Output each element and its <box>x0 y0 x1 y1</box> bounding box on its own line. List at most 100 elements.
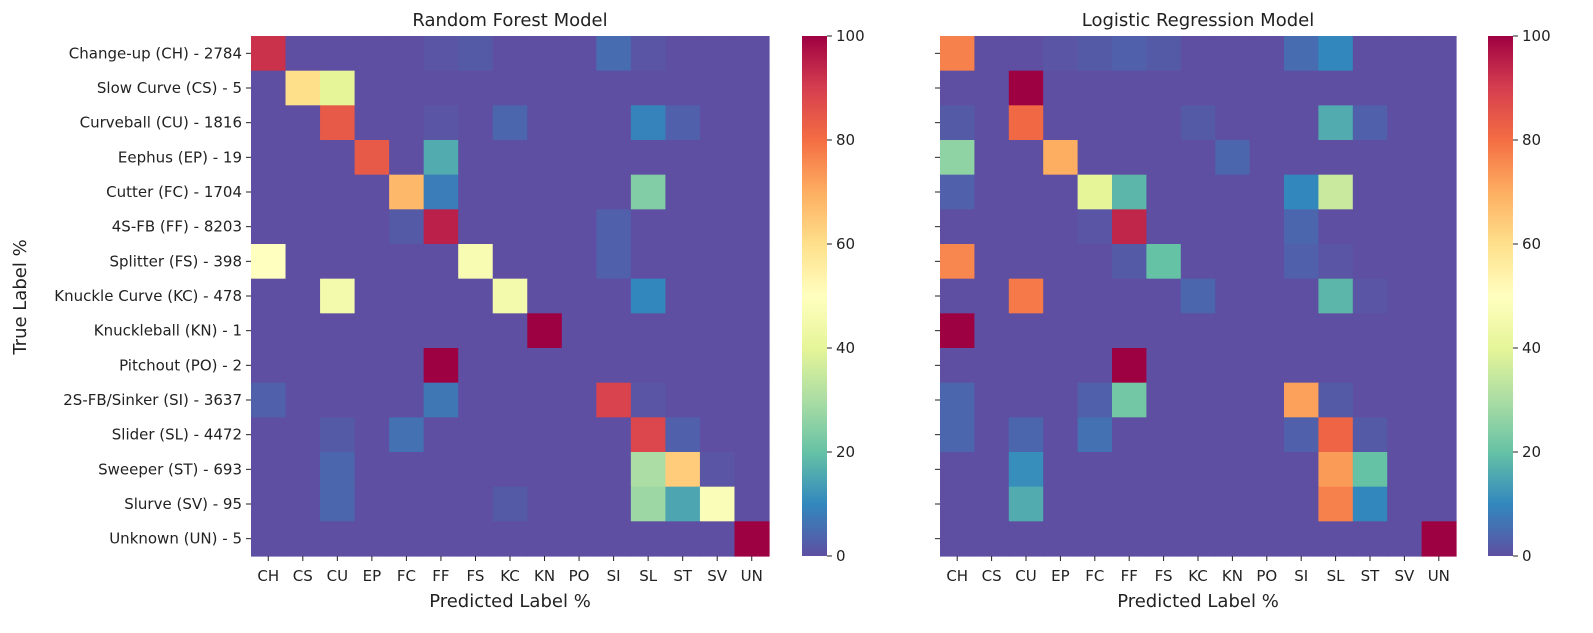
heatmap-cell <box>1249 140 1285 176</box>
heatmap-cell <box>251 70 287 106</box>
heatmap-cell <box>974 382 1010 418</box>
heatmap-cell <box>630 452 666 488</box>
heatmap-cell <box>734 209 770 245</box>
heatmap-cell <box>699 209 736 245</box>
y-axis-label: True Label % <box>10 239 31 355</box>
heatmap-cell <box>1421 140 1457 176</box>
heatmap-cell <box>665 244 701 280</box>
heatmap-cell <box>389 452 425 488</box>
y-tick-label: Knuckleball (KN) - 1 <box>94 322 242 340</box>
heatmap-cell <box>320 313 356 349</box>
y-tick-label: 2S-FB/Sinker (SI) - 3637 <box>63 391 242 409</box>
heatmap-cell <box>1112 36 1147 72</box>
heatmap-cell <box>1215 452 1251 488</box>
heatmap-cell <box>561 521 597 557</box>
heatmap-cell <box>1008 209 1044 245</box>
heatmap-cell <box>1180 209 1216 245</box>
heatmap-cell <box>1215 70 1251 106</box>
heatmap-cell <box>458 278 494 314</box>
heatmap-cell <box>1008 105 1044 141</box>
heatmap-cell <box>940 521 975 557</box>
x-tick-label: CS <box>982 567 1002 585</box>
heatmap-cell <box>1180 140 1216 176</box>
heatmap-cell <box>1215 244 1251 280</box>
heatmap-cell <box>1318 244 1354 280</box>
heatmap-cell <box>1318 348 1354 384</box>
heatmap-cell <box>492 417 528 453</box>
x-tick-label: KN <box>1222 567 1243 585</box>
heatmap-cell <box>1146 348 1182 384</box>
heatmap-cell <box>251 486 287 522</box>
heatmap-cell <box>1387 278 1423 314</box>
heatmap-cell <box>320 105 356 141</box>
heatmap-cell <box>1421 486 1457 522</box>
heatmap-cell <box>596 313 632 349</box>
heatmap-cell <box>1387 348 1423 384</box>
heatmap-cell <box>596 452 632 488</box>
heatmap-cell <box>1112 486 1147 522</box>
chart-title: Logistic Regression Model <box>1082 10 1314 31</box>
heatmap-cell <box>699 486 736 522</box>
heatmap-cell <box>1318 382 1354 418</box>
heatmap-cell <box>1387 521 1423 557</box>
heatmap-cell <box>596 521 632 557</box>
heatmap-cell <box>354 174 390 210</box>
colorbar-tick-label: 100 <box>836 27 865 45</box>
heatmap-cell <box>1387 244 1423 280</box>
y-tick-labels: Change-up (CH) - 2784 Slow Curve (CS) - 5… <box>54 44 251 548</box>
heatmap-cell <box>940 348 975 384</box>
heatmap-cell <box>1077 417 1113 453</box>
heatmap-cell <box>734 70 770 106</box>
heatmap-cell <box>458 70 494 106</box>
heatmap-cell <box>527 105 563 141</box>
heatmap-cell <box>596 36 632 72</box>
heatmap-cell <box>458 521 494 557</box>
heatmap-cell <box>1215 417 1251 453</box>
colorbar-tick-label: 0 <box>1522 547 1532 565</box>
heatmap-cell <box>320 382 356 418</box>
heatmap-cell <box>1112 452 1147 488</box>
heatmap-cell <box>596 382 632 418</box>
heatmap-cell <box>458 313 494 349</box>
x-tick-label: SI <box>1294 567 1308 585</box>
heatmap-cell <box>492 278 528 314</box>
y-tick-label: Splitter (FS) - 398 <box>110 252 242 270</box>
heatmap-cell <box>251 209 287 245</box>
heatmap-cell <box>389 486 425 522</box>
heatmap-cell <box>1008 313 1044 349</box>
heatmap-cell <box>1215 521 1251 557</box>
heatmap-cell <box>423 486 459 522</box>
y-tick-label: Slider (SL) - 4472 <box>112 426 242 444</box>
heatmap-cell <box>1180 105 1216 141</box>
heatmap-cell <box>320 140 356 176</box>
heatmap-cell <box>665 382 701 418</box>
heatmap-cell <box>561 278 597 314</box>
heatmap-cell <box>423 278 459 314</box>
heatmap-cell <box>251 521 287 557</box>
heatmap-cell <box>630 174 666 210</box>
heatmap-cell <box>1421 70 1457 106</box>
heatmap-cell <box>1352 417 1388 453</box>
heatmap-cell <box>1215 140 1251 176</box>
heatmap-cell <box>320 521 356 557</box>
heatmap-cell <box>1077 486 1113 522</box>
heatmap-cell <box>1112 348 1147 384</box>
heatmap-cell <box>1421 244 1457 280</box>
heatmap-cell <box>354 36 390 72</box>
heatmap-cell <box>1352 36 1388 72</box>
heatmap-cell <box>665 417 701 453</box>
heatmap-cell <box>1284 36 1319 72</box>
heatmap-cell <box>285 70 321 106</box>
heatmap-cell <box>1146 36 1182 72</box>
heatmap-cell <box>734 348 770 384</box>
heatmap-cell <box>458 140 494 176</box>
heatmap-cell <box>699 452 736 488</box>
heatmap-cell <box>665 452 701 488</box>
heatmap-cell <box>974 521 1010 557</box>
heatmap-cell <box>974 209 1010 245</box>
x-tick-label: UN <box>1428 567 1450 585</box>
heatmap-cell <box>1043 278 1079 314</box>
heatmap-cell <box>1352 174 1388 210</box>
x-tick-label: EP <box>363 567 382 585</box>
heatmap-cell <box>1112 278 1147 314</box>
